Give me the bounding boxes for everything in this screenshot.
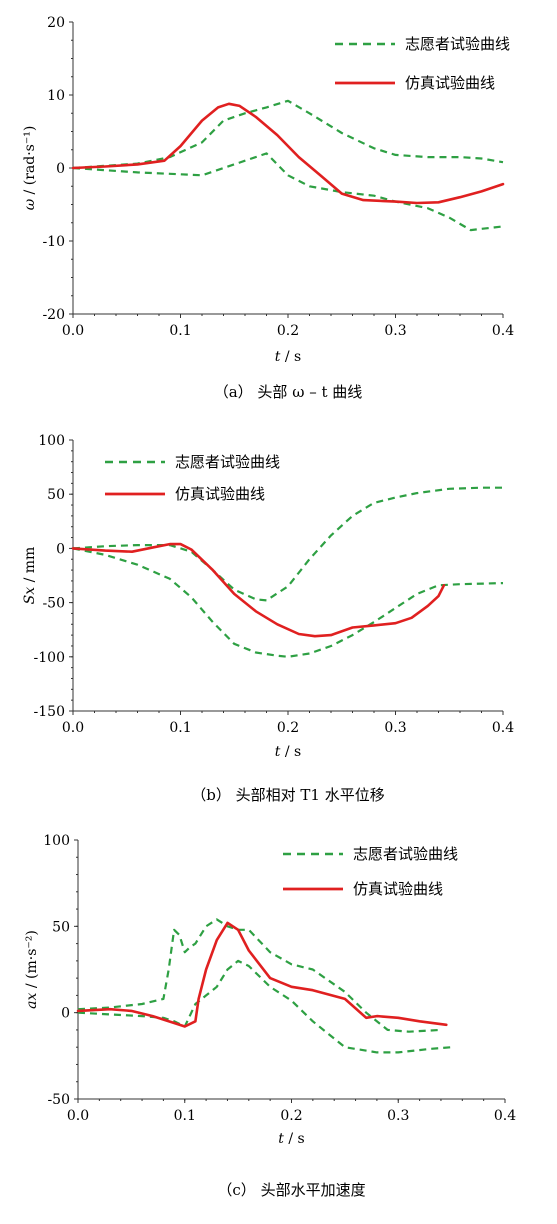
y-tick-label: -100 <box>34 650 65 666</box>
x-tick-label: 0.2 <box>280 1108 302 1124</box>
y-tick-label: 50 <box>52 919 70 935</box>
series-line-volunteer <box>77 918 441 1033</box>
series-line-volunteer <box>72 152 504 232</box>
chart-caption: （b） 头部相对 T1 水平位移 <box>191 786 384 804</box>
y-axis-label: Sx / mm <box>22 547 38 605</box>
x-tick-label: 0.3 <box>384 323 406 339</box>
legend-entry: 仿真试验曲线 <box>353 880 443 898</box>
y-tick-label: 0 <box>61 1006 70 1022</box>
x-tick-label: 0.1 <box>174 1108 196 1124</box>
chart-caption: （c） 头部水平加速度 <box>217 1181 365 1199</box>
y-tick-label: 50 <box>47 487 65 503</box>
x-tick-label: 0.2 <box>277 720 299 736</box>
x-tick-label: 0.4 <box>492 323 514 339</box>
series-line-simulation <box>71 542 446 638</box>
x-tick-label: 0.4 <box>492 720 514 736</box>
x-tick-label: 0.2 <box>277 323 299 339</box>
y-tick-label: -150 <box>34 704 65 720</box>
x-tick-label: 0.3 <box>387 1108 409 1124</box>
x-tick-label: 0.1 <box>169 720 191 736</box>
chart-3: 100 50 0 -500.0 0.1 0.2 0.3 0.4 t / s ax / (m·s⁻²… <box>24 833 516 1199</box>
series-line-volunteer <box>72 486 503 602</box>
legend-entry: 志愿者试验曲线 <box>353 845 458 863</box>
legend-entry: 志愿者试验曲线 <box>175 453 280 471</box>
x-tick-label: 0.0 <box>62 720 84 736</box>
y-tick-label: -50 <box>42 596 65 612</box>
x-tick-label: 0.3 <box>384 720 406 736</box>
y-axis-label: ω / (rad·s⁻¹) <box>22 126 38 211</box>
y-tick-label: 20 <box>47 15 65 31</box>
series-line-simulation <box>76 921 448 1028</box>
y-tick-label: 10 <box>47 88 65 104</box>
y-tick-label: 0 <box>56 541 65 557</box>
legend-entry: 仿真试验曲线 <box>175 485 265 503</box>
x-axis-label: t / s <box>275 744 301 760</box>
chart-1: 20 10 0 -10 -200.0 0.1 0.2 0.3 0.4 t / s ω / (rad·… <box>22 15 514 401</box>
legend-entry: 仿真试验曲线 <box>405 74 495 92</box>
x-axis-label: t / s <box>275 349 301 365</box>
x-tick-label: 0.4 <box>494 1108 516 1124</box>
y-tick-label: 0 <box>56 161 65 177</box>
y-tick-label: -20 <box>42 307 65 323</box>
x-tick-label: 0.0 <box>67 1108 89 1124</box>
y-tick-label: 100 <box>43 833 70 849</box>
series-line-volunteer <box>77 959 452 1054</box>
x-axis-label: t / s <box>278 1131 304 1147</box>
y-tick-label: -50 <box>47 1092 70 1108</box>
series-line-volunteer <box>72 99 504 170</box>
x-tick-label: 0.0 <box>62 323 84 339</box>
series-line-simulation <box>71 102 505 205</box>
chart-caption: （a） 头部 ω – t 曲线 <box>214 383 363 401</box>
y-axis-label: ax / (m·s⁻²) <box>24 930 40 1009</box>
legend-entry: 志愿者试验曲线 <box>405 35 510 53</box>
y-tick-label: -10 <box>42 234 65 250</box>
y-tick-label: 100 <box>38 433 65 449</box>
x-tick-label: 0.1 <box>169 323 191 339</box>
series-line-volunteer <box>72 547 504 658</box>
